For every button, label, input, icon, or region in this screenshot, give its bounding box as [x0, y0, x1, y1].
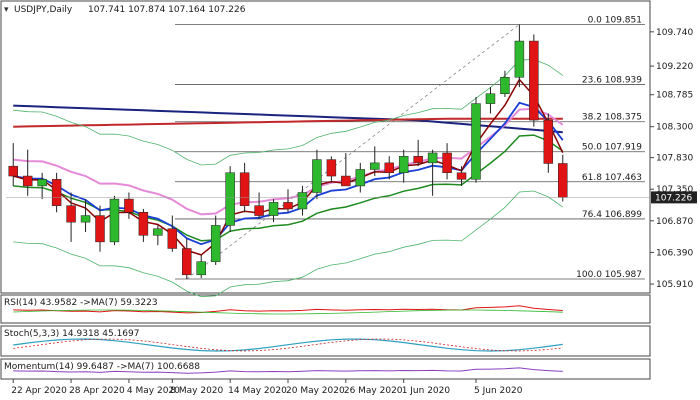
bearish-candle — [51, 179, 62, 206]
bullish-candle — [500, 77, 510, 94]
bearish-candle — [95, 215, 105, 243]
bearish-candle — [124, 198, 134, 213]
bearish-candle — [442, 152, 452, 174]
bearish-candle — [456, 172, 467, 180]
bullish-candle — [312, 159, 322, 193]
bollinger-upper-line — [13, 58, 564, 166]
bullish-candle — [471, 103, 481, 180]
price-tick-label: 107.350 — [656, 185, 693, 195]
bullish-candle — [485, 93, 496, 104]
bearish-candle — [558, 163, 568, 198]
bullish-candle — [370, 162, 380, 170]
fib-label: 38.2 108.375 — [582, 113, 642, 123]
price-tick-label: 109.740 — [656, 28, 693, 38]
date-tick-label: 22 Apr 2020 — [11, 386, 67, 396]
date-tick-label: 8 May 2020 — [170, 386, 223, 396]
date-tick-label: 20 May 2020 — [286, 386, 345, 396]
price-tick-label: 106.390 — [656, 248, 693, 258]
bullish-candle — [225, 172, 235, 226]
chart-header-icon: ▾ — [4, 5, 9, 15]
bullish-candle — [210, 225, 221, 262]
sub-indicator-lines — [13, 305, 563, 374]
stoch-pane — [0, 325, 651, 357]
bearish-candle — [384, 162, 394, 174]
stoch-main-line — [13, 338, 563, 352]
stoch-label: Stoch(5,3,3) 14.9318 45.1697 — [4, 329, 139, 339]
price-tick-label: 109.220 — [656, 62, 693, 72]
bearish-candle — [326, 159, 337, 177]
bearish-candle — [182, 248, 192, 276]
rsi-label: RSI(14) 43.9582 ->MA(7) 59.3223 — [4, 298, 158, 308]
sma-long-line — [13, 104, 563, 134]
bearish-candle — [341, 175, 351, 187]
fib-label: 50.0 107.919 — [582, 143, 642, 153]
bullish-candle — [153, 228, 163, 236]
bearish-candle — [8, 165, 18, 177]
ohlc-values: 107.741 107.874 107.164 107.226 — [88, 5, 246, 15]
stoch-signal-line — [13, 338, 563, 352]
bullish-candle — [427, 152, 438, 164]
moving-averages — [13, 58, 564, 298]
fib-label: 0.0 109.851 — [588, 16, 642, 26]
fib-label: 76.4 106.899 — [582, 210, 642, 220]
bearish-candle — [543, 119, 554, 164]
symbol-label: USDJPY,Daily — [14, 5, 73, 15]
fib-label: 61.8 107.463 — [582, 173, 642, 183]
fib-trend-line — [186, 24, 520, 280]
current-price-label: 107.226 — [655, 193, 692, 203]
bullish-candle — [297, 192, 308, 210]
bullish-candle — [355, 169, 366, 187]
bearish-candle — [413, 156, 423, 164]
price-tick-label: 108.300 — [656, 123, 693, 133]
bearish-candle — [254, 205, 264, 216]
price-tick-label: 105.910 — [656, 280, 693, 290]
bullish-candle — [268, 202, 279, 216]
bullish-candle — [196, 261, 206, 276]
momentum-line — [13, 367, 563, 374]
bearish-candle — [66, 205, 76, 223]
price-tick-label: 106.870 — [656, 217, 693, 227]
price-axis: 109.740 109.220 108.785 108.300 107.830 107.3… — [6, 28, 697, 290]
date-tick-label: 14 May 2020 — [228, 386, 287, 396]
bearish-candle — [529, 40, 539, 121]
bullish-candle — [37, 179, 47, 187]
price-tick-label: 108.785 — [656, 91, 693, 101]
bearish-candle — [167, 228, 178, 249]
bearish-candle — [138, 212, 149, 236]
bullish-candle — [398, 156, 409, 174]
date-tick-label: 1 Jun 2020 — [402, 386, 451, 396]
rsi-ma-line — [13, 309, 563, 315]
bullish-candle — [109, 198, 120, 243]
momentum-pane — [0, 358, 651, 380]
rsi-line — [13, 305, 563, 314]
fib-label: 23.6 108.939 — [582, 76, 642, 86]
date-tick-label: 5 Jun 2020 — [474, 386, 523, 396]
candlesticks — [8, 24, 568, 279]
ema-blue-line — [13, 101, 564, 246]
bearish-candle — [239, 172, 250, 206]
price-tick-label: 107.830 — [656, 154, 693, 164]
current-price-box — [651, 191, 697, 204]
bullish-candle — [80, 215, 91, 223]
sma-red-line — [13, 117, 563, 128]
momentum-label: Momentum(14) 99.6487 ->MA(7) 100.6688 — [4, 362, 200, 372]
fib-label: 100.0 105.987 — [576, 270, 642, 280]
date-tick-label: 26 May 2020 — [344, 386, 403, 396]
bollinger-lower-line — [13, 190, 564, 298]
date-tick-label: 28 Apr 2020 — [69, 386, 125, 396]
bullish-candle — [514, 40, 525, 78]
date-tick-label: 4 May 2020 — [127, 386, 180, 396]
main-pane — [0, 0, 651, 294]
bearish-candle — [283, 202, 293, 210]
bearish-candle — [22, 175, 33, 187]
